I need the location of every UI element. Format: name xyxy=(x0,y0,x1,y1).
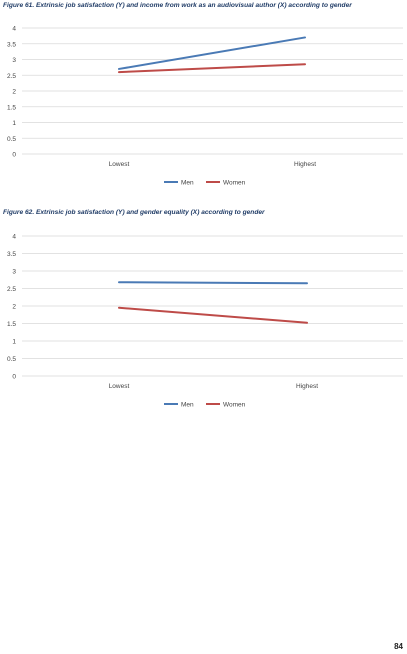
y-tick-label: 3.5 xyxy=(7,41,16,48)
y-tick-label: 1 xyxy=(12,120,16,127)
y-tick-label: 0 xyxy=(12,152,16,159)
y-tick-label: 3 xyxy=(12,269,16,276)
legend-label-women: Women xyxy=(223,402,246,409)
x-tick-label: Lowest xyxy=(109,161,130,168)
legend-label-men: Men xyxy=(181,180,194,187)
y-tick-label: 4 xyxy=(12,234,16,241)
y-tick-label: 2 xyxy=(12,89,16,96)
y-tick-label: 2.5 xyxy=(7,286,16,293)
series-line-men xyxy=(118,281,308,285)
y-tick-label: 1 xyxy=(12,339,16,346)
x-tick-label: Highest xyxy=(296,383,318,390)
chart-figure-62: 0 0.5 1 1.5 2 2.5 3 3.5 4 Lowest Highest Men Women xyxy=(7,234,403,409)
figure-61-caption: Figure 61. Extrinsic job satisfaction (Y… xyxy=(3,2,352,9)
y-tick-label: 0.5 xyxy=(7,356,16,363)
legend-label-men: Men xyxy=(181,402,194,409)
legend-label-women: Women xyxy=(223,180,246,187)
y-tick-label: 2 xyxy=(12,304,16,311)
y-tick-label: 3.5 xyxy=(7,251,16,258)
y-tick-label: 3 xyxy=(12,57,16,64)
y-tick-label: 2.5 xyxy=(7,73,16,80)
series-line-women xyxy=(118,63,306,74)
series-line-women xyxy=(118,306,308,324)
chart-figure-61: 0 0.5 1 1.5 2 2.5 3 3.5 4 Lowest Highest Men Women xyxy=(7,26,403,187)
y-tick-label: 0 xyxy=(12,374,16,381)
y-tick-label: 1.5 xyxy=(7,321,16,328)
series-line-men xyxy=(118,36,306,70)
x-tick-label: Lowest xyxy=(109,383,130,390)
page-number: 84 xyxy=(394,642,403,651)
x-tick-label: Highest xyxy=(294,161,316,168)
figure-62-caption: Figure 62. Extrinsic job satisfaction (Y… xyxy=(3,209,265,216)
y-tick-label: 1.5 xyxy=(7,104,16,111)
y-tick-label: 0.5 xyxy=(7,136,16,143)
y-tick-label: 4 xyxy=(12,26,16,33)
